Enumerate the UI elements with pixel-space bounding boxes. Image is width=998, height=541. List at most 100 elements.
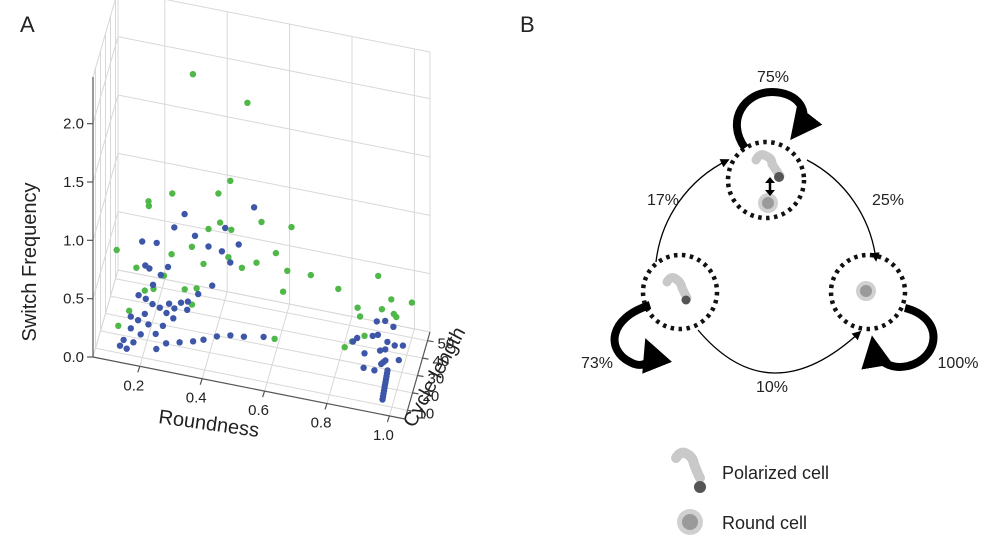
green-data-point	[354, 304, 361, 311]
panel-a: A 0.0 0.5 1.0 1.5 2.0 0.2 0.4 0.6 0.8 1.…	[19, 0, 470, 444]
back-wall-grid-line	[117, 36, 431, 100]
polarized-state-circle	[640, 252, 720, 332]
green-data-point	[200, 260, 207, 268]
y-tick-mark	[422, 357, 429, 360]
blue-data-point	[181, 210, 188, 218]
blue-data-point	[176, 339, 183, 346]
green-data-point	[356, 313, 364, 320]
round-cell-icon	[856, 281, 876, 301]
blue-data-point	[123, 345, 130, 352]
blue-data-point	[130, 339, 137, 346]
transition-label: 10%	[756, 379, 788, 396]
blue-data-point	[163, 309, 170, 317]
round-self-loop	[861, 304, 938, 371]
z-tick-label: 0.5	[63, 291, 84, 308]
blue-data-point	[222, 224, 229, 232]
blue-data-point	[149, 300, 156, 308]
y-tick-label: 40	[433, 353, 450, 370]
green-data-point	[189, 71, 197, 78]
transition-label: 73%	[581, 355, 613, 372]
blue-data-point	[373, 318, 380, 325]
green-data-point	[181, 286, 188, 293]
blue-data-point	[374, 331, 382, 338]
legend-polarized-icon	[671, 447, 706, 493]
green-data-point	[271, 335, 278, 342]
mixed-to-round-arrow	[697, 329, 862, 374]
blue-data-point	[165, 300, 173, 307]
panel-a-letter: A	[20, 12, 35, 37]
blue-data-point	[164, 263, 172, 271]
green-data-point	[115, 322, 122, 329]
blue-data-point	[134, 317, 142, 324]
chart-axes	[87, 77, 434, 423]
z-tick-label: 1.5	[63, 174, 84, 191]
blue-data-point	[153, 345, 160, 353]
blue-data-point	[235, 241, 242, 248]
green-data-point	[225, 254, 232, 261]
x-tick-mark	[262, 390, 266, 398]
side-wall-grid-line	[92, 0, 116, 78]
y-axis-label: Cycle length	[399, 323, 470, 431]
blue-data-point	[384, 367, 391, 374]
green-data-point	[307, 271, 314, 279]
green-data-point	[141, 287, 148, 294]
y-tick-mark	[407, 409, 414, 412]
green-data-point	[188, 243, 196, 250]
x-tick-label: 0.4	[186, 390, 207, 407]
blue-data-point	[141, 310, 148, 318]
blue-data-point	[184, 298, 192, 305]
legend-label: Polarized cell	[722, 463, 829, 483]
blue-data-point	[195, 290, 202, 298]
blue-data-point	[395, 356, 402, 364]
x-tick-mark	[324, 403, 328, 410]
green-data-point	[408, 299, 416, 306]
blue-data-point	[361, 350, 368, 357]
blue-data-point	[360, 364, 367, 371]
polarized-cell-icon	[751, 150, 785, 182]
blue-data-point	[152, 330, 159, 338]
green-data-point	[216, 219, 224, 226]
blue-data-point	[227, 332, 234, 339]
blue-data-point	[209, 282, 216, 289]
blue-data-point	[240, 333, 248, 340]
floor-grid-line	[115, 278, 428, 342]
blue-data-point	[384, 338, 391, 346]
side-wall-grid-line	[92, 36, 119, 124]
y-tick-mark	[412, 392, 419, 395]
green-data-point	[244, 99, 251, 107]
back-wall-grid-line	[117, 211, 431, 275]
blue-data-point	[137, 331, 144, 338]
blue-data-point	[145, 321, 152, 328]
z-tick-label: 2.0	[63, 116, 84, 133]
green-data-point	[126, 307, 133, 314]
x-axis-label: Roundness	[157, 406, 260, 442]
blue-data-point	[127, 313, 134, 320]
mixed-state-circle	[725, 139, 807, 221]
blue-data-point	[349, 338, 357, 345]
blue-data-point	[156, 304, 163, 311]
floor-grid-line	[100, 330, 413, 394]
floor-grid-line	[105, 313, 418, 376]
blue-data-point	[157, 271, 164, 279]
blue-data-point	[382, 346, 389, 353]
blue-data-point	[153, 239, 160, 247]
blue-data-point	[120, 336, 127, 344]
x-tick-labels: 0.2 0.4 0.6 0.8 1.0	[123, 377, 393, 444]
green-data-point	[288, 223, 295, 231]
scatter-points	[113, 71, 416, 403]
blue-data-point	[170, 315, 177, 322]
blue-data-point	[205, 243, 212, 250]
panel-b-letter: B	[520, 12, 535, 37]
blue-data-point	[218, 248, 226, 255]
z-tick-label: 1.0	[63, 232, 84, 249]
floor-grid-line	[95, 347, 408, 411]
green-data-point	[133, 264, 140, 271]
green-data-point	[215, 190, 222, 197]
green-data-point	[375, 272, 382, 280]
green-data-point	[378, 306, 386, 313]
blue-data-point	[191, 232, 199, 239]
green-data-point	[393, 313, 400, 321]
z-tick-label: 0.0	[63, 349, 84, 366]
side-wall-grid-line	[92, 153, 119, 241]
y-tick-mark	[427, 340, 434, 343]
